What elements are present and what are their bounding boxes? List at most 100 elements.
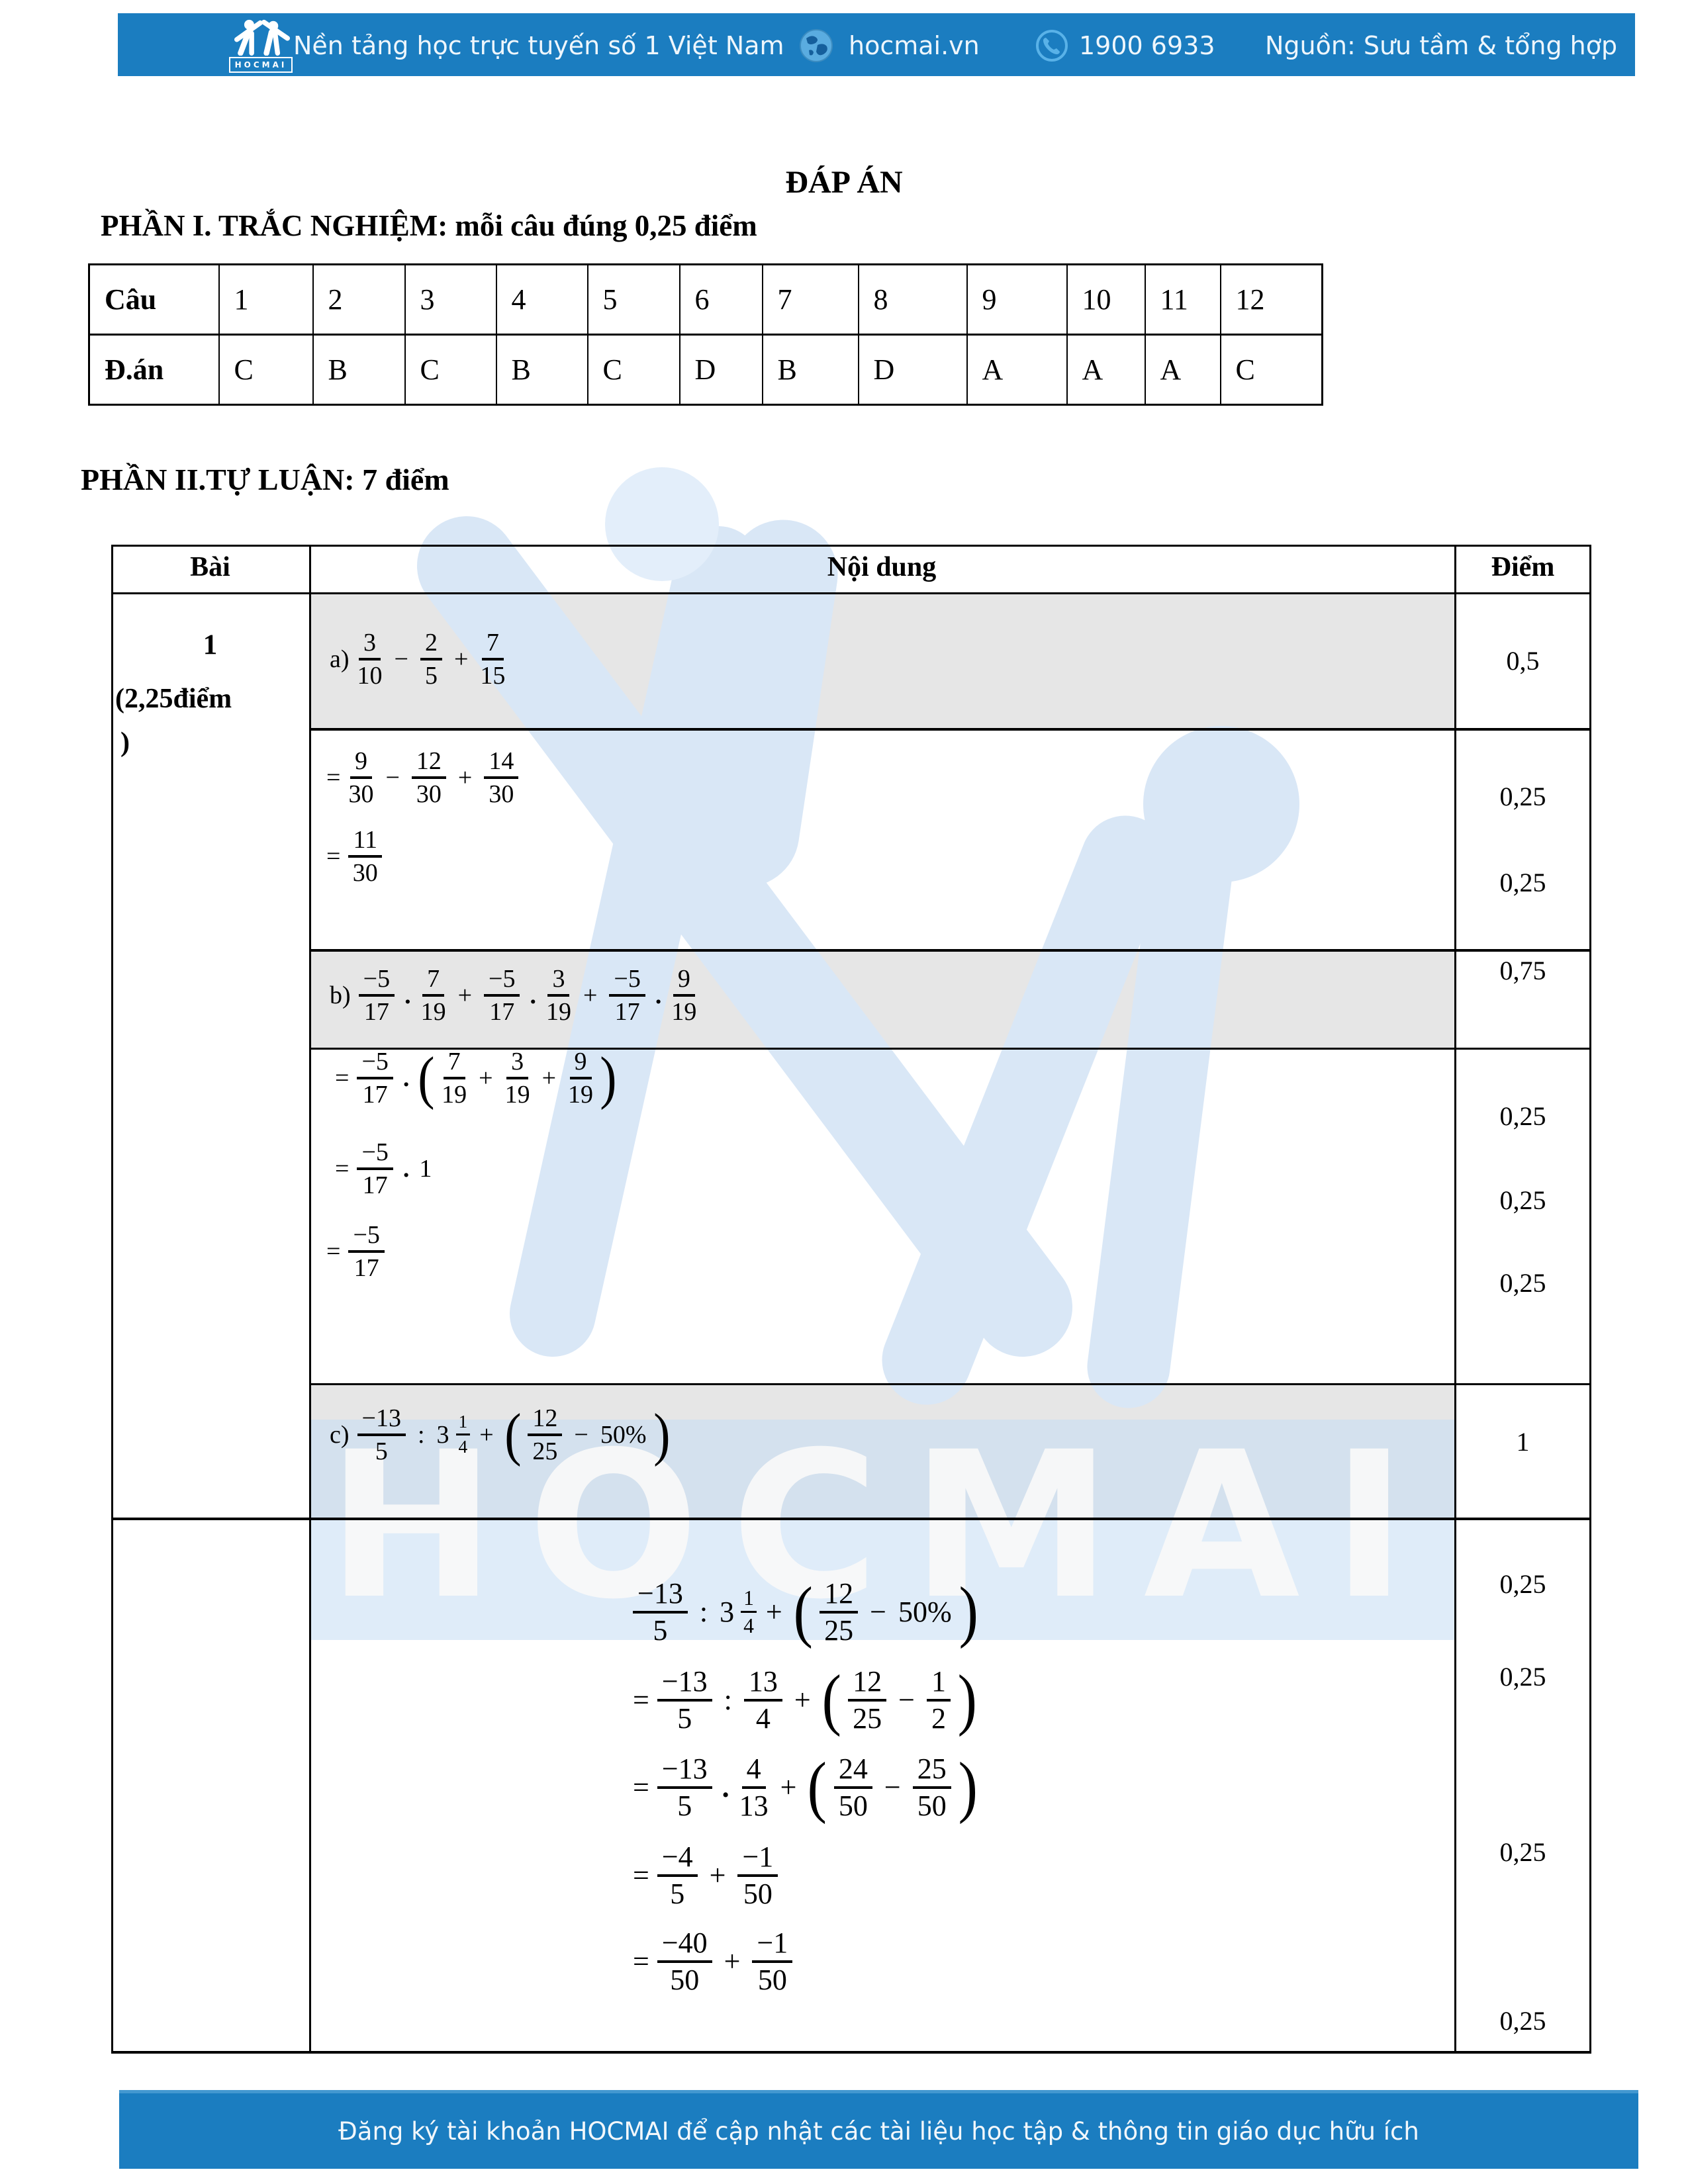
table-border-line bbox=[309, 1383, 1591, 1385]
math-token: −5 17 bbox=[357, 1049, 393, 1107]
math-token: 9 19 bbox=[568, 1047, 593, 1109]
score-cell: 0,25 bbox=[1499, 1569, 1546, 1599]
answer-letter: C bbox=[586, 334, 680, 406]
math-token: + bbox=[583, 981, 598, 1009]
math-line-a2: = 11 30 bbox=[322, 827, 386, 886]
math-token: = bbox=[633, 1945, 649, 1978]
math-token: ) bbox=[600, 1045, 617, 1111]
math-token: = bbox=[335, 1064, 350, 1092]
header-site-url[interactable]: hocmai.vn bbox=[849, 31, 980, 60]
math-line-c2: = −13 5. 4 13 + (24 50−25 50) bbox=[629, 1749, 980, 1825]
math-token: 9 30 bbox=[348, 747, 374, 808]
math-token: −40 50 bbox=[657, 1929, 712, 1995]
math-token: −5 17 bbox=[484, 966, 520, 1024]
table-border-line bbox=[1589, 545, 1591, 2054]
score-cell: 0,5 bbox=[1506, 646, 1540, 676]
question-number: 2 bbox=[312, 263, 406, 336]
math-line-b2: = −5 17. 1 bbox=[331, 1140, 436, 1198]
table-border-line bbox=[111, 1518, 1591, 1520]
math-token: 7 19 bbox=[420, 965, 446, 1026]
score-cell: 0,25 bbox=[1499, 1185, 1546, 1215]
math-token: = bbox=[633, 1859, 649, 1891]
math-token: −1 50 bbox=[737, 1843, 778, 1909]
math-token: 24 50 bbox=[833, 1754, 872, 1821]
math-token: . bbox=[404, 981, 411, 1009]
math-token: ) bbox=[653, 1402, 671, 1467]
math-token: + bbox=[541, 1064, 556, 1092]
math-token: −5 17 bbox=[348, 1222, 385, 1281]
math-line-c3: = −4 5 + −1 50 bbox=[629, 1843, 782, 1909]
table-border-line bbox=[111, 592, 1591, 594]
math-token: : bbox=[724, 1683, 732, 1716]
hocmai-logo-icon bbox=[234, 19, 290, 56]
math-token: c) bbox=[330, 1420, 350, 1449]
math-token: = bbox=[633, 1770, 649, 1803]
answer-letter: D bbox=[857, 334, 968, 406]
math-token: 3 10 bbox=[357, 629, 383, 690]
math-token: = bbox=[335, 1155, 350, 1183]
math-line-b: b) −5 17. 7 19 + −5 17. 3 19 + −5 17. 9 19 bbox=[326, 966, 700, 1024]
math-token: = bbox=[326, 764, 341, 792]
math-token: 4 13 bbox=[739, 1752, 769, 1822]
math-token: 3 19 bbox=[504, 1047, 530, 1109]
page-title: ĐÁP ÁN bbox=[785, 165, 903, 200]
math-line-b3: = −5 17 bbox=[322, 1222, 389, 1281]
math-token: . bbox=[402, 1064, 410, 1092]
math-token: + bbox=[479, 1064, 493, 1092]
math-token: − bbox=[870, 1595, 886, 1628]
table-border-line bbox=[309, 949, 1591, 952]
math-token: −13 5 bbox=[657, 1754, 712, 1821]
watermark-band bbox=[311, 1420, 1454, 1640]
answers-table-answer-row: Đ.án C B C B C D B D A A A C bbox=[88, 334, 1323, 406]
math-line-b1: = −5 17. (7 19 +3 19 +9 19) bbox=[331, 1045, 620, 1111]
math-token: −5 17 bbox=[358, 966, 395, 1024]
math-token: − bbox=[898, 1683, 915, 1716]
answer-letter: C bbox=[1219, 334, 1323, 406]
score-cell: 1 bbox=[1516, 1427, 1530, 1457]
math-token: + bbox=[479, 1420, 494, 1449]
math-token: a) bbox=[330, 645, 350, 673]
answer-letter: A bbox=[1066, 334, 1146, 406]
math-token: 50% bbox=[898, 1595, 952, 1628]
table-border-line bbox=[309, 728, 1591, 731]
math-token: 12 25 bbox=[848, 1666, 887, 1733]
math-token: 7 15 bbox=[480, 629, 506, 690]
answer-letter: B bbox=[312, 334, 406, 406]
math-token: − bbox=[884, 1770, 901, 1803]
math-token: 3 bbox=[436, 1420, 449, 1449]
math-token: + bbox=[794, 1683, 811, 1716]
column-header-diem: Điểm bbox=[1491, 552, 1555, 582]
header-tagline: Nền tảng học trực tuyến số 1 Việt Nam bbox=[293, 31, 784, 60]
math-line-c4: = −40 50 + −1 50 bbox=[629, 1929, 796, 1995]
score-cell: 0,75 bbox=[1499, 956, 1546, 985]
math-token: 1 bbox=[419, 1155, 432, 1183]
question-number: 3 bbox=[404, 263, 497, 336]
question-number: 6 bbox=[679, 263, 763, 336]
math-token: 11 30 bbox=[348, 827, 383, 886]
answer-letter: B bbox=[761, 334, 859, 406]
question-number: 12 bbox=[1219, 263, 1323, 336]
table-border-line bbox=[111, 545, 113, 2054]
math-token: − bbox=[394, 645, 408, 673]
score-cell: 0,25 bbox=[1499, 782, 1546, 811]
answer-letter: B bbox=[495, 334, 588, 406]
math-token: . bbox=[530, 981, 536, 1009]
math-token: ) bbox=[958, 1749, 978, 1825]
math-token: b) bbox=[330, 981, 351, 1009]
math-token: 12 30 bbox=[411, 749, 446, 807]
question-number: 8 bbox=[857, 263, 968, 336]
math-token: ( bbox=[821, 1662, 841, 1737]
question-number: 1 bbox=[218, 263, 314, 336]
question-number: 7 bbox=[761, 263, 859, 336]
exercise-number: 1 bbox=[203, 629, 218, 660]
question-number: 5 bbox=[586, 263, 680, 336]
math-token: ) bbox=[957, 1662, 977, 1737]
footer-text: Đăng ký tài khoản HOCMAI để cập nhật các… bbox=[338, 2116, 1419, 2146]
math-token: − bbox=[385, 764, 400, 792]
phone-icon bbox=[1036, 30, 1068, 62]
math-token: : bbox=[417, 1420, 425, 1449]
math-token: 7 19 bbox=[442, 1047, 467, 1109]
score-cell: 0,25 bbox=[1499, 2006, 1546, 2036]
